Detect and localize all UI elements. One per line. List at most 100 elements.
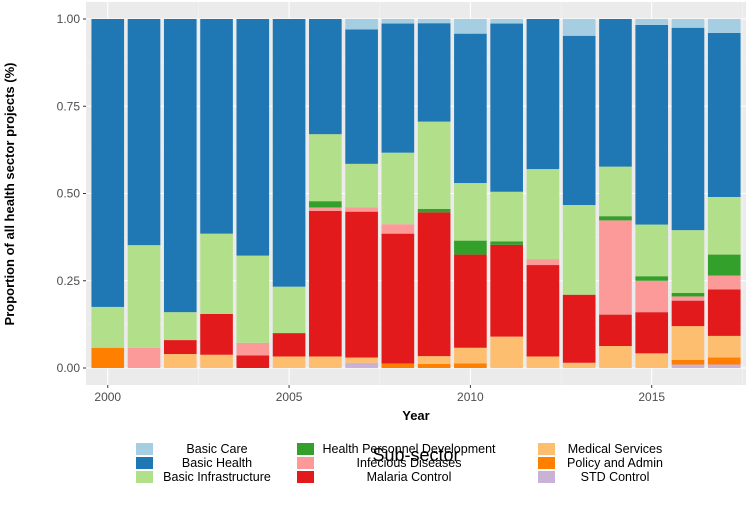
bar-2017-medical-services bbox=[707, 335, 741, 358]
bar-2007-basic-health bbox=[345, 29, 378, 164]
bar-2017-basic-health bbox=[707, 32, 741, 197]
bar-2012-basic-health bbox=[526, 19, 560, 170]
bar-2008-policy-and-admin bbox=[381, 363, 415, 368]
bar-2001-infecious-diseases bbox=[127, 347, 161, 368]
bar-2013-medical-services bbox=[562, 362, 596, 368]
x-tick-label: 2005 bbox=[276, 390, 303, 404]
legend-label-infecious-diseases: Infecious Diseases bbox=[357, 456, 462, 470]
bar-2004-basic-infrastructure bbox=[236, 255, 270, 343]
legend-key-basic-care bbox=[136, 443, 153, 455]
bar-2017-basic-care bbox=[707, 19, 741, 33]
bar-2016-infecious-diseases bbox=[671, 296, 705, 301]
bar-2007-std-control bbox=[345, 362, 378, 368]
legend-label-basic-health: Basic Health bbox=[182, 456, 252, 470]
bar-2007-basic-care bbox=[345, 19, 378, 30]
y-axis-title: Proportion of all health sector projects… bbox=[2, 63, 17, 326]
bar-2014-infecious-diseases bbox=[599, 220, 632, 315]
bar-2011-malaria-control bbox=[490, 244, 523, 337]
bar-2017-std-control bbox=[707, 364, 741, 368]
legend-title: Sub-sector bbox=[372, 445, 459, 465]
bar-2017-policy-and-admin bbox=[707, 357, 741, 365]
bar-2015-health-personnel-development bbox=[635, 276, 669, 281]
bar-2006-basic-health bbox=[309, 19, 342, 135]
bar-2015-medical-services bbox=[635, 353, 669, 368]
bar-2016-std-control bbox=[671, 364, 705, 368]
bar-2002-medical-services bbox=[163, 354, 197, 368]
legend-key-std-control bbox=[538, 471, 555, 483]
bar-2016-policy-and-admin bbox=[671, 359, 705, 365]
legend-label-policy-and-admin: Policy and Admin bbox=[567, 456, 663, 470]
bar-2011-basic-health bbox=[490, 23, 523, 192]
legend-key-policy-and-admin bbox=[538, 457, 555, 469]
bar-2009-policy-and-admin bbox=[417, 363, 451, 368]
legend-key-medical-services bbox=[538, 443, 555, 455]
bar-2015-basic-infrastructure bbox=[635, 224, 669, 277]
bar-2016-medical-services bbox=[671, 326, 705, 360]
bar-2008-basic-infrastructure bbox=[381, 152, 415, 225]
bar-2010-medical-services bbox=[454, 347, 487, 364]
y-tick-label: 0.25 bbox=[57, 274, 81, 288]
bar-2017-infecious-diseases bbox=[707, 275, 741, 290]
bar-2014-health-personnel-development bbox=[599, 216, 632, 221]
bar-2013-basic-infrastructure bbox=[562, 205, 596, 295]
bar-2009-health-personnel-development bbox=[417, 208, 451, 213]
bar-2017-basic-infrastructure bbox=[707, 196, 741, 255]
bar-2002-basic-infrastructure bbox=[163, 312, 197, 341]
legend-key-malaria-control bbox=[297, 471, 314, 483]
legend-key-basic-health bbox=[136, 457, 153, 469]
bar-segments bbox=[91, 19, 741, 368]
bar-2010-policy-and-admin bbox=[454, 363, 487, 368]
bar-2003-medical-services bbox=[200, 354, 233, 368]
x-axis-title: Year bbox=[402, 408, 429, 423]
bar-2006-infecious-diseases bbox=[309, 207, 342, 211]
bar-2003-basic-infrastructure bbox=[200, 233, 233, 314]
bar-2008-malaria-control bbox=[381, 233, 415, 364]
bar-2006-basic-infrastructure bbox=[309, 134, 342, 202]
bar-2016-basic-care bbox=[671, 19, 705, 28]
bar-2011-health-personnel-development bbox=[490, 241, 523, 245]
bar-2016-basic-infrastructure bbox=[671, 230, 705, 293]
bar-2010-basic-infrastructure bbox=[454, 183, 487, 241]
bar-2005-basic-infrastructure bbox=[272, 286, 306, 334]
bar-2008-basic-health bbox=[381, 23, 415, 153]
bar-2009-malaria-control bbox=[417, 212, 451, 357]
bar-2015-basic-care bbox=[635, 19, 669, 25]
bar-2000-basic-infrastructure bbox=[91, 306, 125, 348]
legend-label-medical-services: Medical Services bbox=[568, 442, 662, 456]
legend-key-health-personnel-development bbox=[297, 443, 314, 455]
bar-2015-malaria-control bbox=[635, 312, 669, 354]
bar-2003-malaria-control bbox=[200, 313, 233, 355]
bar-2009-medical-services bbox=[417, 356, 451, 364]
bar-2004-infecious-diseases bbox=[236, 342, 270, 356]
legend-label-basic-care: Basic Care bbox=[186, 442, 247, 456]
bar-2017-malaria-control bbox=[707, 289, 741, 336]
bar-2010-malaria-control bbox=[454, 254, 487, 348]
bar-2001-basic-infrastructure bbox=[127, 245, 161, 348]
bar-2012-medical-services bbox=[526, 356, 560, 368]
bar-2009-basic-care bbox=[417, 19, 451, 24]
bar-2000-basic-health bbox=[91, 19, 125, 307]
bar-2005-basic-health bbox=[272, 19, 306, 287]
bar-2010-health-personnel-development bbox=[454, 240, 487, 255]
bar-2013-malaria-control bbox=[562, 294, 596, 363]
bar-2010-basic-care bbox=[454, 19, 487, 34]
legend-label-health-personnel-development: Health Personnel Development bbox=[322, 442, 496, 456]
bar-2014-basic-infrastructure bbox=[599, 166, 632, 217]
bar-2007-basic-infrastructure bbox=[345, 163, 378, 208]
bar-2007-medical-services bbox=[345, 357, 378, 363]
bar-2001-basic-health bbox=[127, 19, 161, 246]
bar-2013-basic-care bbox=[562, 19, 596, 36]
bar-2004-basic-health bbox=[236, 19, 270, 256]
bar-2014-medical-services bbox=[599, 346, 632, 368]
bar-2012-malaria-control bbox=[526, 265, 560, 357]
bar-2006-malaria-control bbox=[309, 210, 342, 357]
bar-2010-basic-health bbox=[454, 33, 487, 184]
y-tick-label: 0.75 bbox=[57, 99, 81, 113]
y-tick-label: 1.00 bbox=[57, 12, 81, 26]
bar-2011-basic-care bbox=[490, 19, 523, 24]
bar-2016-health-personnel-development bbox=[671, 292, 705, 297]
legend-key-basic-infrastructure bbox=[136, 471, 153, 483]
bar-2014-malaria-control bbox=[599, 314, 632, 347]
